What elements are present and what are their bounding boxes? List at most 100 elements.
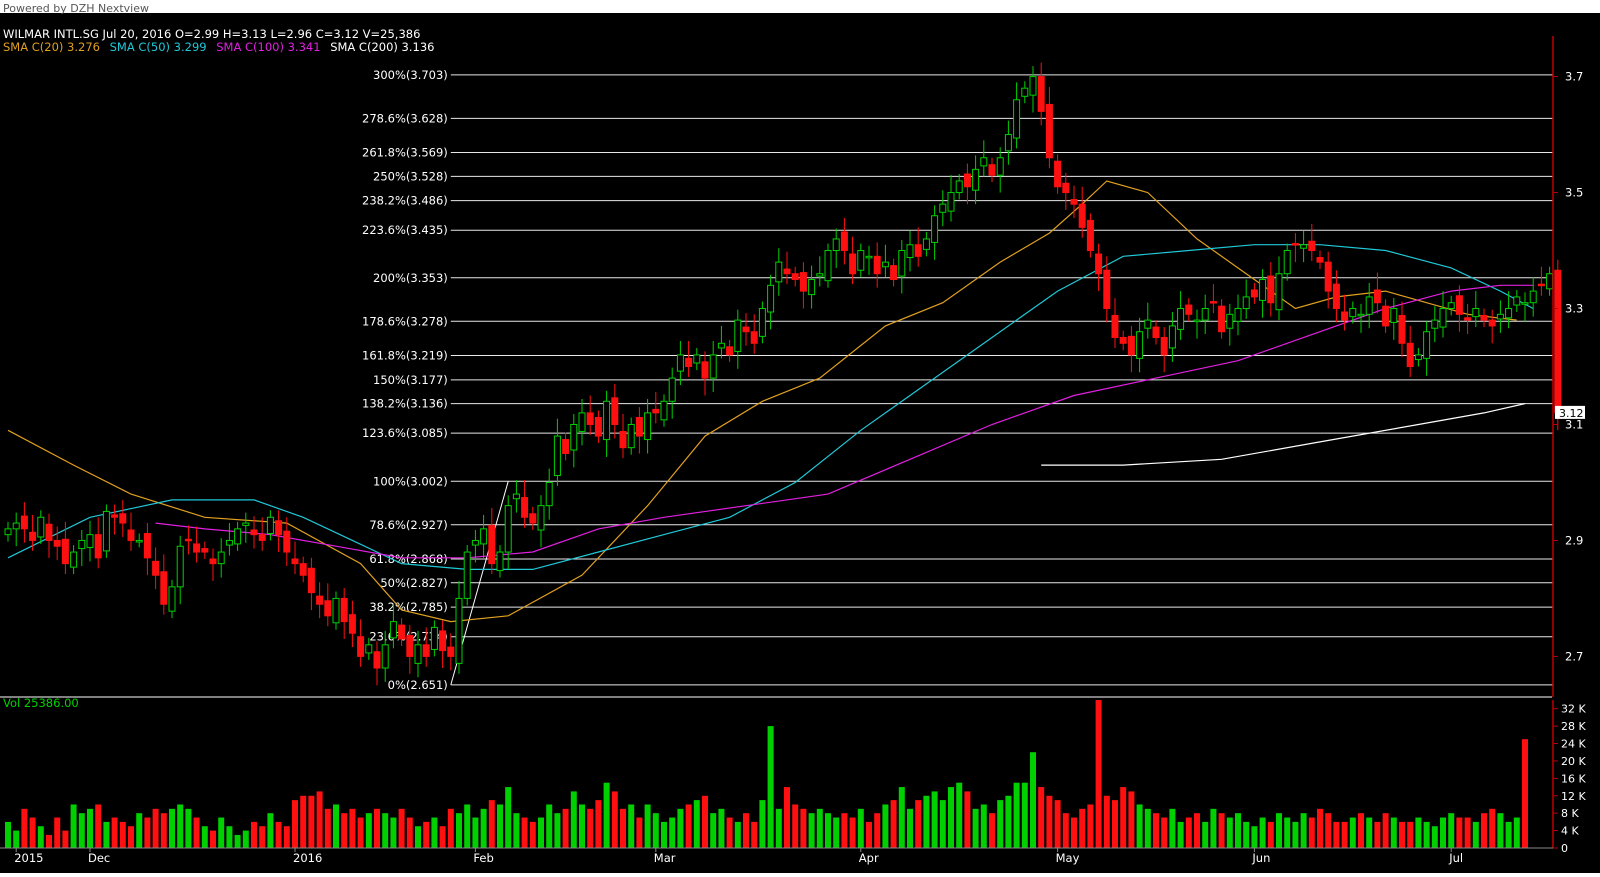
candle-body [1505,308,1513,319]
volume-bar [1071,817,1077,848]
candle-body [931,215,939,243]
volume-bar [1161,817,1168,848]
candle-body [471,539,479,546]
volume-bar [693,800,700,848]
volume-bar [546,804,553,848]
candle-body [119,513,127,524]
candle-body [1119,337,1127,344]
candle-body [865,255,873,259]
candle-body [1496,313,1504,320]
candle-body [111,514,119,518]
candle-body [840,231,848,252]
candle-body [512,493,520,500]
volume-bar [1210,808,1217,848]
candle-body [767,284,775,313]
volume-bar [677,808,684,848]
candle-body [1390,308,1398,323]
volume-bar [898,787,905,848]
volume-bar [398,808,405,848]
volume-bar [1407,821,1414,848]
candle-body [881,261,889,268]
candle-body [70,551,78,568]
candle-body [529,513,537,524]
candle-body [922,238,930,250]
volume-bar [333,804,339,848]
candle-body [283,530,291,553]
price-tick-label: 2.9 [1565,533,1583,547]
candle-body [1021,87,1029,97]
candle-body [1242,296,1250,310]
candle-body [504,505,512,553]
volume-bar [1226,817,1233,848]
volume-bar [710,813,717,848]
price-tick-label: 3.1 [1565,417,1583,431]
candle-body [750,331,758,344]
volume-bar [702,795,708,848]
candle-body [1267,275,1275,304]
candle-body [12,522,20,530]
volume-bar [808,813,815,848]
candle-body [234,528,242,545]
volume-bar [1276,813,1282,848]
volume-bar [226,826,233,848]
candle-body [1406,342,1414,367]
volume-bar [1431,826,1438,848]
volume-bar [406,817,413,848]
volume-bar [841,813,848,848]
volume-bar [456,813,462,848]
fib-level-label: 150%(3.177) [373,373,448,387]
candle-body [570,423,578,451]
volume-bar [570,791,577,848]
candle-body [1455,295,1463,315]
candle-body [1472,308,1480,318]
candle-body [37,516,45,538]
candle-body [635,417,643,437]
volume-bar [538,817,544,848]
volume-bar [128,826,134,848]
volume-bar [1251,826,1258,848]
sma-line [7,180,1517,623]
candle-body [627,423,635,449]
volume-bar [1300,813,1307,848]
volume-bar [718,808,725,848]
volume-bar [259,826,266,848]
volume-bar [661,821,667,848]
candle-body [1308,240,1316,252]
volume-axis: 32 K 28 K 24 K 20 K 16 K 12 K 8 K 4 K 0 [1552,700,1586,855]
volume-bar [529,821,536,848]
volume-bar [587,808,594,848]
candle-body [1365,296,1373,315]
candle-body [1218,305,1226,333]
volume-bar [636,817,643,848]
candle-body [340,597,348,623]
candle-body [1111,314,1119,339]
volume-bar [669,817,676,848]
volume-bar [1030,752,1036,848]
volume-bar [292,800,298,848]
volume-bar [251,821,257,848]
volume-bar [579,804,585,848]
volume-bar [1087,804,1094,848]
time-tick-label: Jul [1448,851,1463,865]
candle-body [980,157,988,167]
candle-body [963,173,971,188]
volume-bar [1112,800,1118,848]
volume-bar [866,821,872,848]
candle-body [430,626,438,650]
candle-body [1537,283,1545,287]
candle-body [143,532,151,559]
candle-body [209,558,217,565]
candle-body [1152,326,1160,339]
candle-body [332,597,340,624]
volume-bar [1218,813,1225,848]
candle-body [1095,253,1103,275]
time-tick-label: Jun [1251,851,1270,865]
volume-bar [374,808,380,848]
candle-body [135,539,143,543]
candle-body [29,531,37,541]
volume-bar [242,830,249,848]
volume-bar [1243,821,1250,848]
candle-body [816,273,824,277]
candle-body [1136,331,1144,359]
candle-body [742,326,750,333]
